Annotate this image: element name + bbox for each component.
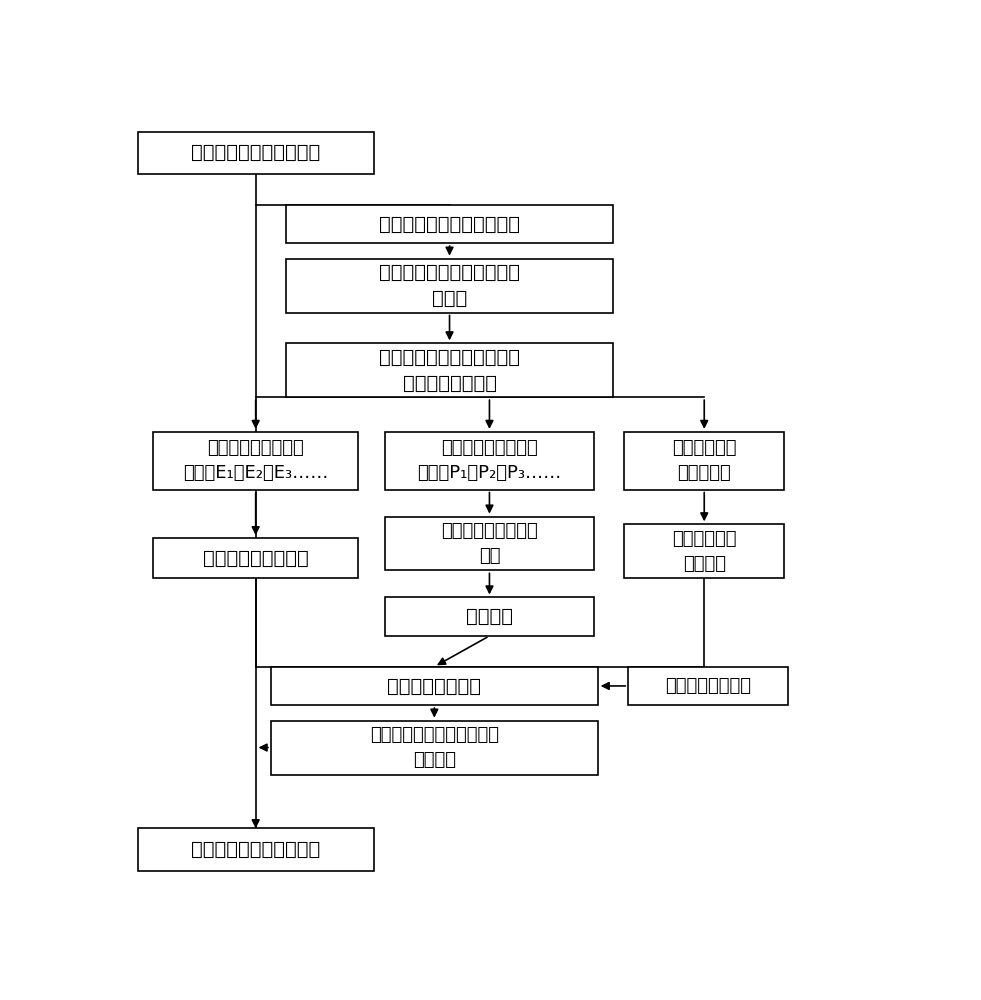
- Text: 采集筒状工件端面点
位坐标E₁、E₂、E₃……: 采集筒状工件端面点 位坐标E₁、E₂、E₃……: [183, 439, 329, 482]
- FancyBboxPatch shape: [137, 828, 374, 871]
- FancyBboxPatch shape: [385, 597, 594, 636]
- Text: 筒状工件实际坐标: 筒状工件实际坐标: [387, 676, 482, 695]
- FancyBboxPatch shape: [286, 205, 613, 243]
- Text: 端面坐标拟合成平面: 端面坐标拟合成平面: [203, 549, 309, 568]
- Text: 外圆点位坐标拟合成
圆柱: 外圆点位坐标拟合成 圆柱: [441, 522, 538, 565]
- FancyBboxPatch shape: [286, 259, 613, 312]
- Text: 工件外圆周向
起始位置: 工件外圆周向 起始位置: [672, 530, 737, 573]
- Text: 圆柱轴线: 圆柱轴线: [466, 607, 513, 626]
- Text: 计算机生成数据点采集轨迹: 计算机生成数据点采集轨迹: [379, 214, 520, 233]
- Text: 工装对筒状工
件周向定位: 工装对筒状工 件周向定位: [672, 439, 737, 482]
- Text: 机器人加工理论运动轨迹: 机器人加工理论运动轨迹: [191, 143, 321, 162]
- Text: 机器人末端执行器接触式传
感器测量点位信息: 机器人末端执行器接触式传 感器测量点位信息: [379, 348, 520, 393]
- FancyBboxPatch shape: [625, 432, 784, 490]
- Text: 筒状工件实际坐标与理论坐
标偏差值: 筒状工件实际坐标与理论坐 标偏差值: [370, 726, 498, 769]
- Text: 筒状工件理论坐标: 筒状工件理论坐标: [665, 677, 751, 695]
- FancyBboxPatch shape: [628, 667, 788, 705]
- Text: 机器人加工实际运动轨迹: 机器人加工实际运动轨迹: [191, 840, 321, 859]
- Text: 控制系统接收指令并传输至
机器人: 控制系统接收指令并传输至 机器人: [379, 263, 520, 308]
- FancyBboxPatch shape: [286, 343, 613, 397]
- FancyBboxPatch shape: [153, 538, 358, 578]
- FancyBboxPatch shape: [385, 432, 594, 490]
- FancyBboxPatch shape: [137, 132, 374, 174]
- FancyBboxPatch shape: [385, 517, 594, 570]
- FancyBboxPatch shape: [271, 667, 597, 705]
- FancyBboxPatch shape: [153, 432, 358, 490]
- Text: 采集筒状工件外圆点
位坐标P₁、P₂、P₃……: 采集筒状工件外圆点 位坐标P₁、P₂、P₃……: [417, 439, 561, 482]
- FancyBboxPatch shape: [625, 524, 784, 578]
- FancyBboxPatch shape: [271, 721, 597, 774]
